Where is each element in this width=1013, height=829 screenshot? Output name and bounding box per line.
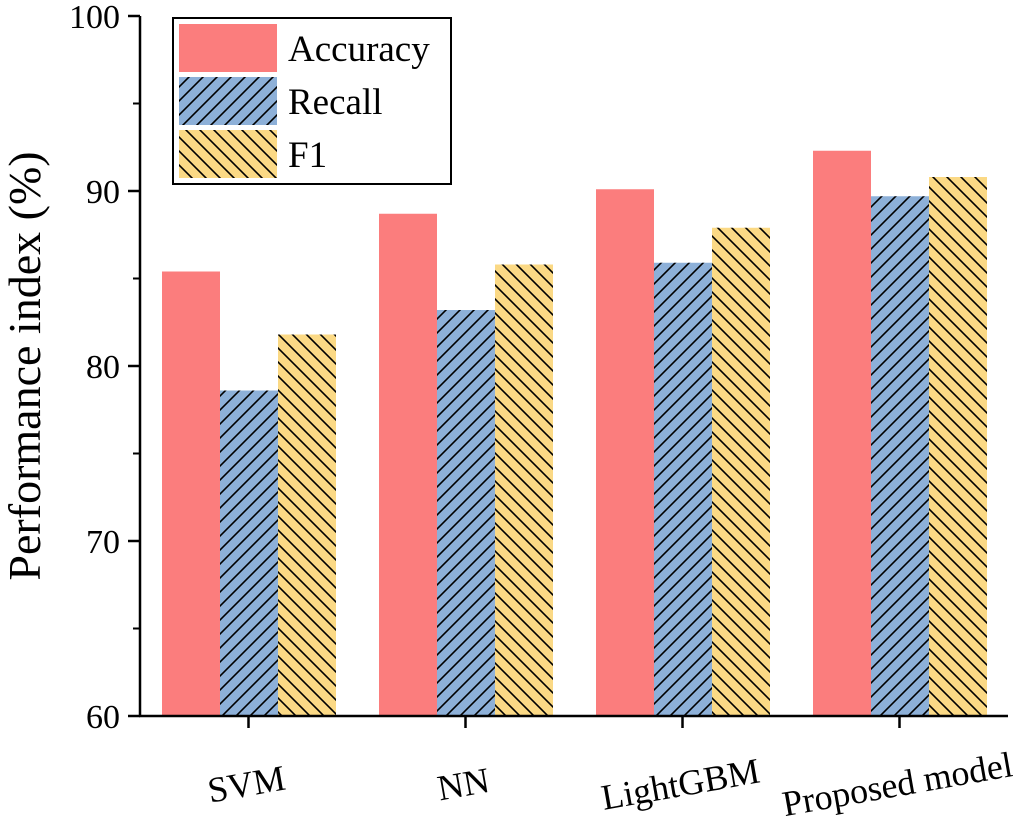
y-tick-label: 60 [86,699,120,736]
legend-swatch-accuracy [179,24,277,72]
bars-layer [162,150,987,716]
bar-hatch-f1-svm [278,334,336,716]
x-category-label: NN [434,760,492,808]
bar-hatch-recall-lightgbm [654,262,712,716]
legend-swatch-hatch-recall [179,77,277,125]
bar-hatch-f1-nn [495,264,553,716]
bar-hatch-recall-nn [437,310,495,716]
legend-label-recall: Recall [288,82,383,123]
y-tick-label: 90 [86,174,120,211]
legend-label-accuracy: Accuracy [288,29,430,70]
x-category-label: Proposed model [779,744,1013,824]
y-axis-title: Performance index (%) [0,151,50,580]
y-tick-label: 80 [86,349,120,386]
bar-accuracy-proposed-model [813,150,871,716]
bar-accuracy-lightgbm [596,189,654,716]
legend-swatch-hatch-f1 [179,130,277,178]
x-category-label: SVM [205,758,289,811]
y-tick-label: 100 [69,0,120,36]
bar-hatch-recall-svm [220,390,278,716]
legend-label-f1: F1 [288,135,327,176]
y-tick-label: 70 [86,524,120,561]
bar-accuracy-nn [379,213,437,716]
bar-accuracy-svm [162,271,220,716]
x-category-label: LightGBM [598,751,763,818]
legend: Accuracy Recall F1 [172,17,452,185]
bar-hatch-f1-proposed-model [929,177,987,716]
bar-hatch-f1-lightgbm [712,227,770,716]
bar-hatch-recall-proposed-model [871,196,929,716]
